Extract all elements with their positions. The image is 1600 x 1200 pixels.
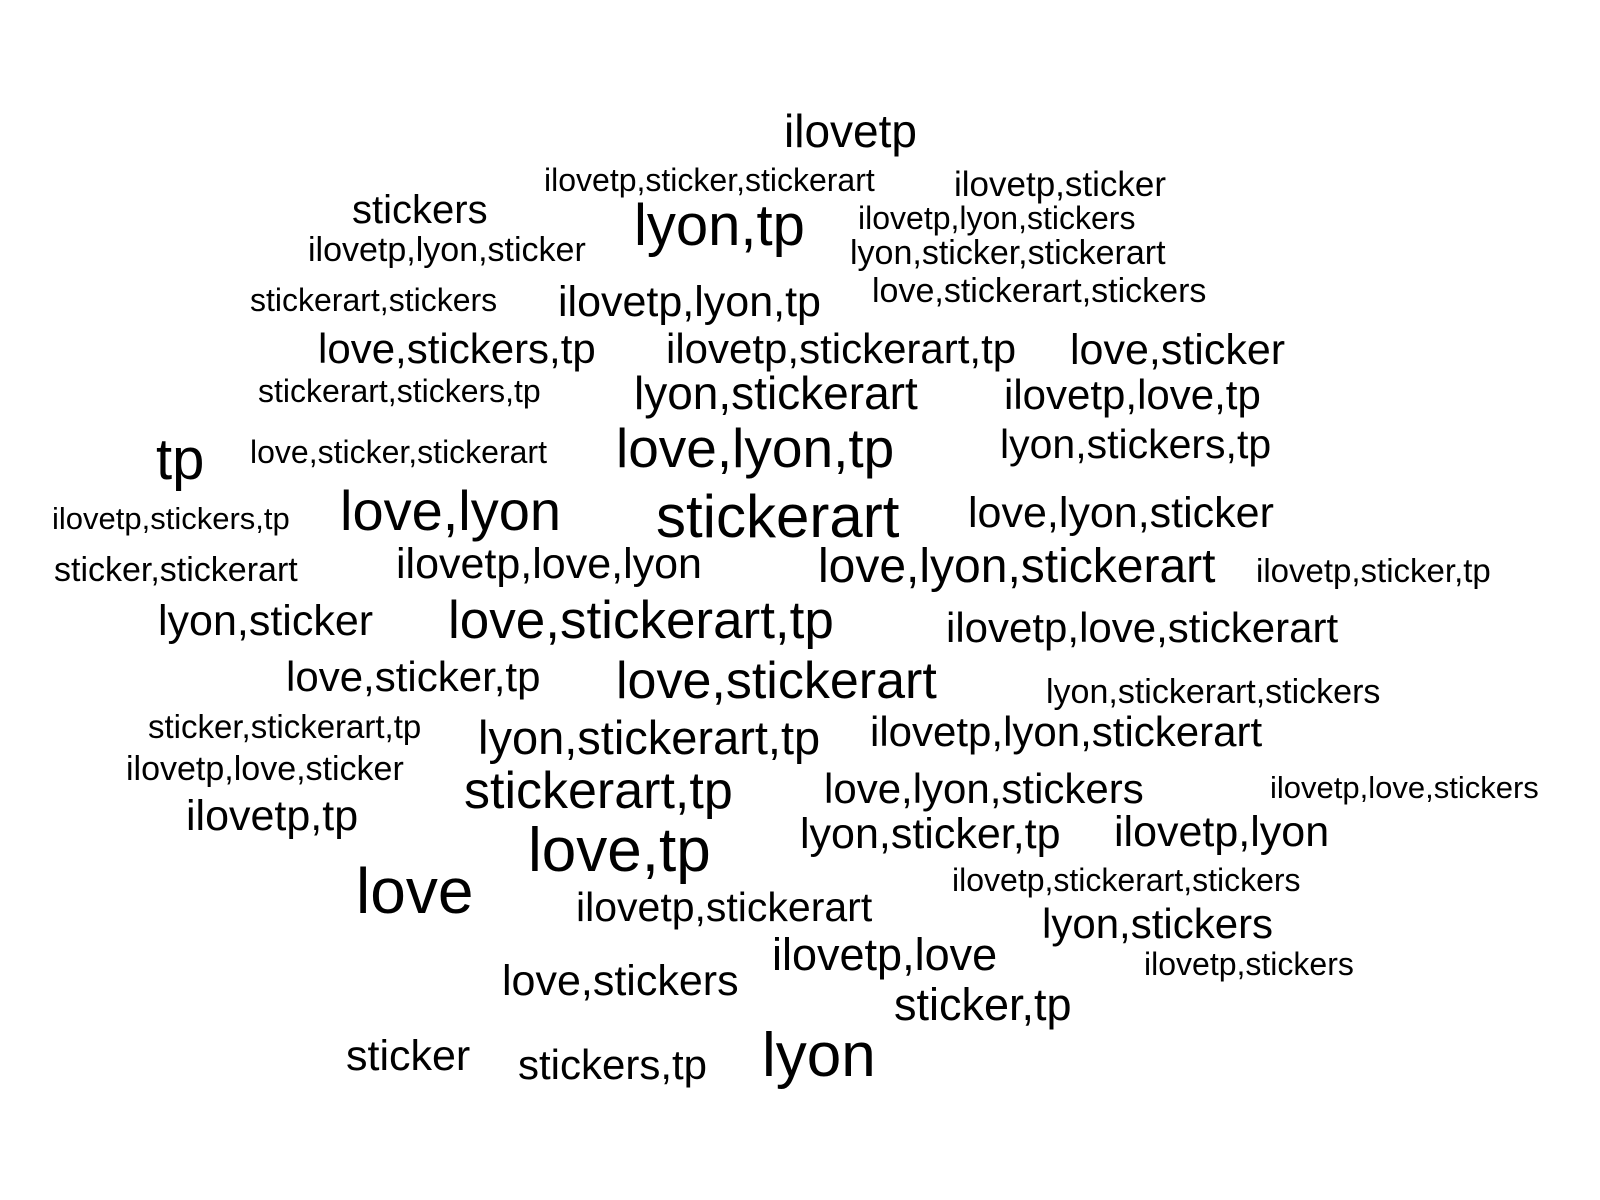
cloud-word: lyon,stickerart,stickers bbox=[1046, 673, 1381, 711]
cloud-word: ilovetp bbox=[784, 105, 917, 157]
cloud-word: love,lyon,tp bbox=[616, 417, 895, 479]
cloud-word: love,tp bbox=[528, 816, 711, 885]
cloud-word: tp bbox=[156, 427, 205, 492]
cloud-word: lyon,tp bbox=[634, 193, 805, 258]
cloud-word: stickerart bbox=[656, 483, 900, 550]
cloud-word: stickerart,stickers bbox=[250, 282, 498, 318]
cloud-word: love,sticker,tp bbox=[286, 653, 541, 700]
cloud-word: ilovetp,stickerart bbox=[576, 884, 873, 930]
cloud-word: ilovetp,sticker,stickerart bbox=[544, 162, 875, 198]
cloud-word: ilovetp,love,stickerart bbox=[946, 604, 1339, 651]
cloud-word: lyon,stickerart bbox=[634, 367, 918, 419]
cloud-word: sticker,tp bbox=[894, 979, 1072, 1030]
cloud-word: sticker,stickerart,tp bbox=[148, 708, 422, 745]
cloud-word: love,stickers bbox=[502, 957, 739, 1005]
cloud-word: lyon,stickers bbox=[1042, 900, 1274, 947]
cloud-word: lyon,stickerart,tp bbox=[478, 711, 821, 764]
cloud-word: love,sticker,stickerart bbox=[250, 434, 547, 470]
cloud-word: ilovetp,sticker bbox=[954, 165, 1167, 204]
cloud-word: lyon,sticker bbox=[158, 597, 374, 645]
cloud-word: ilovetp,lyon bbox=[1114, 808, 1330, 856]
cloud-word: ilovetp,lyon,tp bbox=[558, 278, 821, 326]
cloud-word: sticker,stickerart bbox=[54, 551, 298, 589]
cloud-word: ilovetp,love,lyon bbox=[396, 540, 702, 588]
cloud-word: stickerart,tp bbox=[464, 762, 733, 820]
cloud-word: ilovetp,lyon,stickerart bbox=[870, 708, 1263, 755]
cloud-word: ilovetp,tp bbox=[186, 792, 359, 840]
cloud-word: ilovetp,stickers bbox=[1144, 946, 1354, 982]
cloud-word: stickerart,stickers,tp bbox=[258, 373, 541, 409]
cloud-word: love,lyon,stickerart bbox=[818, 540, 1216, 593]
cloud-word: ilovetp,love,sticker bbox=[126, 750, 404, 788]
cloud-word: lyon,sticker,stickerart bbox=[850, 234, 1166, 272]
cloud-word: ilovetp,love bbox=[772, 929, 998, 980]
cloud-word: stickers,tp bbox=[518, 1041, 708, 1088]
cloud-word: love,lyon,stickers bbox=[824, 765, 1144, 812]
cloud-word: ilovetp,stickerart,stickers bbox=[952, 862, 1301, 898]
cloud-word: love,stickerart,tp bbox=[448, 591, 834, 650]
cloud-word: ilovetp,stickerart,tp bbox=[666, 325, 1017, 372]
cloud-word: love,stickers,tp bbox=[318, 325, 596, 372]
cloud-word: stickers bbox=[352, 188, 488, 232]
cloud-word: ilovetp,sticker,tp bbox=[1256, 552, 1491, 589]
cloud-word: lyon,sticker,tp bbox=[800, 810, 1061, 858]
cloud-word: sticker bbox=[346, 1032, 471, 1080]
cloud-word: love,stickerart bbox=[616, 652, 937, 710]
cloud-word: ilovetp,love,tp bbox=[1004, 371, 1261, 418]
cloud-word: lyon bbox=[762, 1021, 876, 1090]
cloud-word: lyon,stickers,tp bbox=[1000, 421, 1272, 467]
cloud-word: ilovetp,lyon,sticker bbox=[308, 231, 586, 269]
cloud-word: love,stickerart,stickers bbox=[872, 272, 1207, 310]
cloud-word: love,sticker bbox=[1070, 326, 1286, 374]
cloud-word: love bbox=[356, 855, 474, 927]
cloud-word: love,lyon,sticker bbox=[968, 489, 1274, 537]
cloud-word: love,lyon bbox=[340, 479, 562, 542]
cloud-word: ilovetp,lyon,stickers bbox=[858, 200, 1136, 236]
cloud-word: ilovetp,stickers,tp bbox=[52, 501, 290, 536]
cloud-word: ilovetp,love,stickers bbox=[1270, 770, 1539, 805]
